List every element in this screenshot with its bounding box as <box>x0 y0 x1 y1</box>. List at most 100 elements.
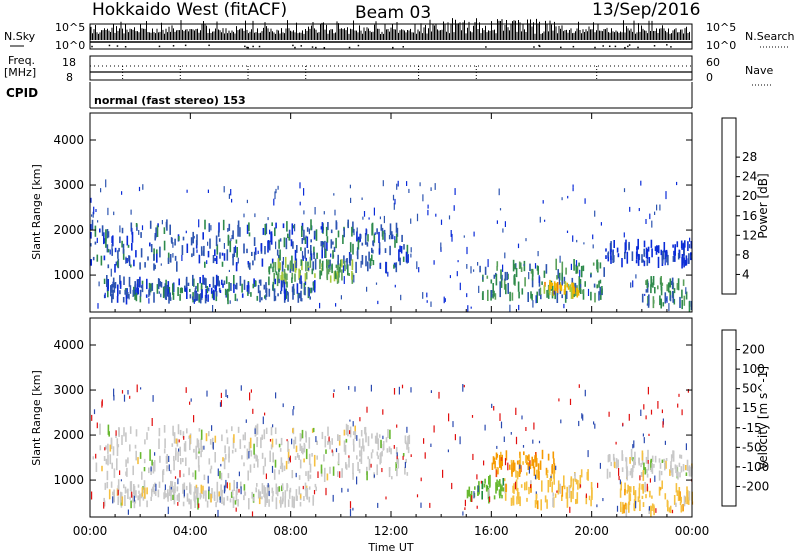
noise-cell <box>275 392 277 399</box>
echo-cell <box>613 240 615 248</box>
echo-cell <box>624 482 626 493</box>
echo-cell <box>551 481 553 493</box>
noise-cell <box>91 214 93 217</box>
mode-label: normal (fast stereo) 153 <box>94 94 246 107</box>
noise-cell <box>649 213 651 220</box>
noise-cell <box>178 448 180 452</box>
echo-cell <box>643 248 645 257</box>
nave-label: Nave <box>745 64 773 77</box>
echo-cell <box>605 255 607 259</box>
noise-cell <box>471 495 473 502</box>
echo-cell <box>347 219 349 229</box>
noise-cell <box>356 476 358 485</box>
echo-cell <box>619 488 622 498</box>
echo-cell <box>671 290 674 298</box>
echo-cell <box>682 279 685 286</box>
echo-cell <box>200 429 203 440</box>
noise-cell <box>125 257 127 264</box>
echo-cell <box>670 454 673 462</box>
noise-cell <box>550 475 552 479</box>
echo-cell <box>552 492 554 497</box>
echo-cell <box>622 502 624 512</box>
echo-cell <box>629 493 632 502</box>
echo-cell <box>256 295 259 301</box>
noise-cell <box>670 295 672 302</box>
echo-cell <box>282 491 284 502</box>
echo-cell <box>668 507 671 513</box>
noise-cell <box>473 491 475 499</box>
echo-cell <box>248 222 250 232</box>
noise-cell <box>177 502 179 506</box>
noise-cell <box>130 209 132 215</box>
echo-cell <box>399 257 401 266</box>
echo-cell <box>600 289 602 300</box>
noise-cell <box>172 253 174 258</box>
echo-cell <box>204 261 206 268</box>
echo-cell <box>192 296 194 300</box>
echo-cell <box>673 298 676 305</box>
noise-cell <box>134 289 136 295</box>
noise-cell <box>231 198 233 203</box>
echo-cell <box>277 272 280 282</box>
echo-cell <box>246 224 249 234</box>
echo-cell <box>347 425 349 437</box>
echo-cell <box>167 281 170 291</box>
echo-cell <box>532 459 535 469</box>
echo-cell <box>688 301 691 312</box>
nave-bottom-tick: 0 <box>706 71 713 84</box>
echo-cell <box>320 270 323 276</box>
noise-cell <box>584 198 586 204</box>
noise-cell <box>410 454 412 457</box>
echo-cell <box>377 455 379 460</box>
echo-cell <box>253 443 255 455</box>
echo-cell <box>176 486 179 492</box>
echo-cell <box>496 266 498 271</box>
echo-cell <box>570 478 572 487</box>
echo-cell <box>676 241 679 248</box>
station-title: Hokkaido West (fitACF) <box>92 0 287 20</box>
echo-cell <box>107 248 110 253</box>
echo-cell <box>660 298 662 309</box>
noise-cell <box>538 275 540 283</box>
echo-cell <box>338 435 341 441</box>
noise-cell <box>661 409 663 414</box>
echo-cell <box>130 481 133 492</box>
echo-cell <box>203 474 206 480</box>
echo-cell <box>646 259 649 266</box>
noise-cell <box>254 428 256 434</box>
echo-cell <box>129 426 132 434</box>
noise-cell <box>354 386 356 392</box>
noise-cell <box>459 282 461 291</box>
echo-cell <box>253 278 255 284</box>
echo-cell <box>316 440 318 445</box>
echo-cell <box>125 471 127 476</box>
echo-cell <box>266 492 269 503</box>
echo-cell <box>201 289 203 298</box>
echo-cell <box>333 271 336 282</box>
colorbar-tick-label: 12 <box>742 228 757 242</box>
echo-cell <box>308 437 311 449</box>
echo-cell <box>382 230 384 240</box>
echo-cell <box>141 280 144 284</box>
echo-cell <box>564 284 566 295</box>
echo-cell <box>509 464 511 470</box>
echo-cell <box>258 493 261 505</box>
echo-cell <box>107 424 110 435</box>
echo-cell <box>683 241 686 248</box>
echo-cell <box>139 495 141 507</box>
echo-cell <box>400 246 403 254</box>
echo-cell <box>135 292 138 302</box>
echo-cell <box>295 489 298 501</box>
echo-cell <box>292 225 295 229</box>
echo-cell <box>663 458 665 463</box>
y-tick-label: 4000 <box>53 338 84 352</box>
echo-cell <box>383 229 386 234</box>
echo-cell <box>660 286 663 296</box>
noise-cell <box>560 419 562 424</box>
echo-cell <box>136 283 139 293</box>
echo-cell <box>234 500 237 505</box>
echo-cell <box>228 446 230 459</box>
y-tick-label: 1000 <box>53 268 84 282</box>
echo-cell <box>540 499 542 511</box>
echo-cell <box>148 467 150 474</box>
